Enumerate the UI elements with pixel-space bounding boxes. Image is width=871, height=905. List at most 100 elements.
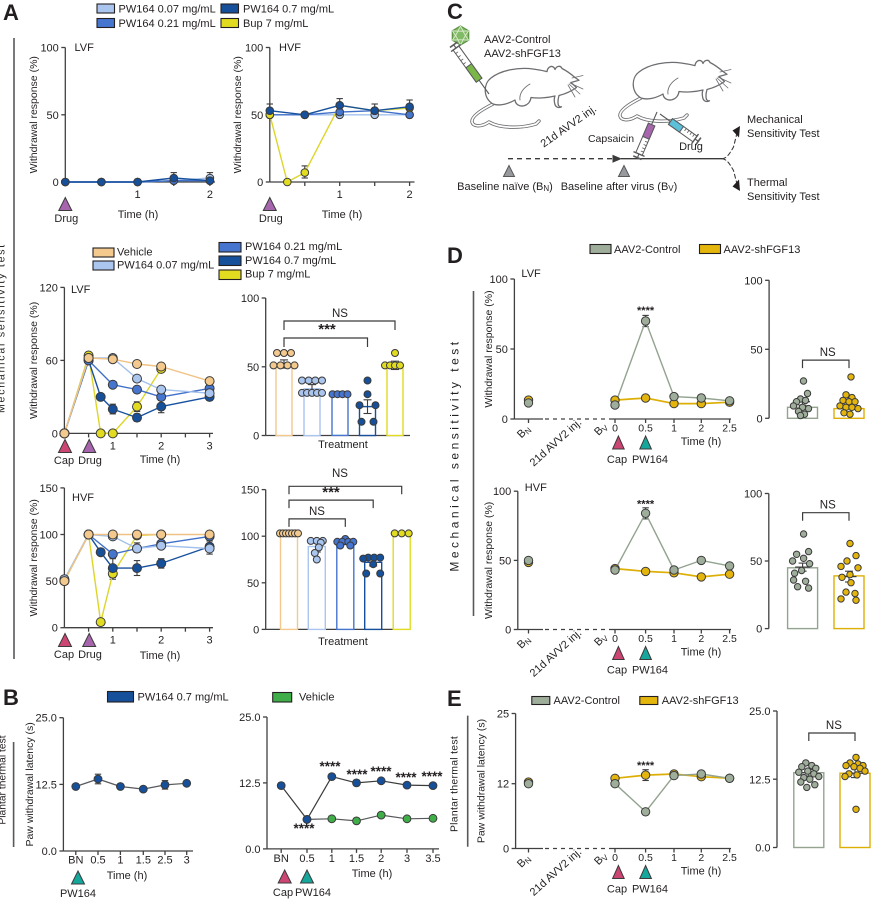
svg-text:100: 100 (744, 488, 762, 500)
svg-text:BN: BN (274, 853, 289, 865)
svg-text:2: 2 (698, 633, 704, 645)
svg-text:AAV2-Control: AAV2-Control (554, 695, 620, 707)
svg-text:2: 2 (158, 635, 164, 647)
svg-text:Drug: Drug (78, 649, 102, 661)
svg-text:2: 2 (698, 852, 704, 864)
svg-text:1: 1 (671, 423, 677, 435)
svg-text:Plantar thermal test: Plantar thermal test (450, 736, 461, 832)
svg-text:12.5: 12.5 (35, 779, 56, 791)
svg-text:Withdrawal response (%): Withdrawal response (%) (28, 499, 40, 616)
svg-text:1: 1 (110, 440, 116, 452)
svg-text:0: 0 (257, 177, 263, 189)
svg-text:Baseline after virus (BV): Baseline after virus (BV) (561, 181, 678, 193)
svg-text:Cap: Cap (54, 649, 74, 661)
svg-text:120: 120 (40, 282, 58, 294)
svg-text:Withdrawal response (%): Withdrawal response (%) (232, 56, 244, 173)
svg-text:Mechanical sensitivity test: Mechanical sensitivity test (448, 338, 462, 571)
svg-text:3: 3 (207, 440, 213, 452)
svg-text:****: **** (346, 767, 368, 782)
svg-text:PW164: PW164 (295, 887, 331, 899)
svg-text:2: 2 (207, 189, 213, 201)
svg-text:****: **** (293, 821, 315, 836)
svg-text:100: 100 (241, 531, 259, 543)
svg-text:0.5: 0.5 (90, 855, 105, 867)
svg-text:3: 3 (184, 855, 190, 867)
svg-text:AAV2-Control: AAV2-Control (614, 244, 680, 256)
svg-text:50: 50 (46, 576, 58, 588)
svg-text:***: *** (318, 321, 336, 338)
svg-text:PW164 0.07 mg/mL: PW164 0.07 mg/mL (117, 260, 214, 272)
svg-text:NS: NS (820, 500, 836, 512)
svg-text:D: D (447, 243, 463, 268)
svg-text:0: 0 (53, 177, 59, 189)
svg-text:Treatment: Treatment (318, 439, 368, 451)
svg-text:Time (h): Time (h) (681, 647, 722, 659)
svg-text:PW164: PW164 (60, 888, 96, 900)
svg-text:Treatment: Treatment (318, 636, 368, 648)
svg-text:1: 1 (337, 189, 343, 201)
svg-text:Drug: Drug (54, 213, 78, 225)
svg-text:50: 50 (251, 110, 263, 122)
svg-text:100: 100 (744, 275, 762, 287)
svg-text:0.5: 0.5 (638, 423, 653, 435)
svg-text:1.5: 1.5 (349, 853, 364, 865)
svg-text:Capsaicin: Capsaicin (588, 133, 634, 145)
svg-text:AAV2-shFGF13: AAV2-shFGF13 (662, 695, 739, 707)
svg-text:12.5: 12.5 (239, 778, 260, 790)
svg-text:Time (h): Time (h) (352, 868, 393, 880)
svg-text:Drug: Drug (259, 213, 283, 225)
svg-text:Plantar thermal test: Plantar thermal test (0, 735, 9, 824)
svg-text:1: 1 (110, 635, 116, 647)
svg-text:100: 100 (493, 486, 511, 498)
svg-text:Baseline naïve (BN): Baseline naïve (BN) (457, 181, 553, 193)
svg-text:Withdrawal response (%): Withdrawal response (%) (483, 290, 495, 407)
svg-text:0.0: 0.0 (245, 844, 260, 856)
svg-text:25.0: 25.0 (239, 712, 260, 724)
svg-text:Mechanical sensitivity test: Mechanical sensitivity test (0, 243, 8, 413)
svg-text:****: **** (319, 759, 341, 774)
svg-text:Drug: Drug (679, 141, 703, 153)
svg-text:12.5: 12.5 (749, 774, 770, 786)
svg-text:2: 2 (158, 440, 164, 452)
svg-text:0.5: 0.5 (638, 852, 653, 864)
svg-text:PW164 0.7 mg/mL: PW164 0.7 mg/mL (245, 255, 336, 267)
svg-text:0: 0 (612, 423, 618, 435)
svg-text:BN: BN (68, 855, 83, 867)
svg-text:NS: NS (332, 308, 348, 320)
svg-text:25.0: 25.0 (749, 706, 770, 718)
svg-text:Withdrawal response (%): Withdrawal response (%) (28, 302, 40, 419)
svg-text:3.5: 3.5 (425, 853, 440, 865)
svg-text:Withdrawal response (%): Withdrawal response (%) (28, 56, 40, 173)
svg-text:Sensitivity Test: Sensitivity Test (747, 191, 820, 203)
svg-text:****: **** (421, 769, 443, 784)
svg-text:LVF: LVF (71, 284, 91, 296)
svg-text:C: C (447, 0, 463, 24)
svg-text:100: 100 (241, 293, 259, 305)
svg-text:1.5: 1.5 (136, 855, 151, 867)
svg-text:Bup 7 mg/mL: Bup 7 mg/mL (243, 18, 308, 30)
svg-text:50: 50 (247, 578, 259, 590)
svg-text:Drug: Drug (78, 455, 102, 467)
svg-text:****: **** (637, 305, 655, 317)
svg-text:****: **** (370, 764, 392, 779)
svg-text:AAV2-shFGF13: AAV2-shFGF13 (484, 48, 561, 60)
svg-text:****: **** (637, 499, 655, 511)
svg-text:0: 0 (756, 624, 762, 636)
svg-text:100: 100 (40, 43, 58, 55)
svg-text:Time (h): Time (h) (322, 209, 363, 221)
svg-text:Vehicle: Vehicle (117, 247, 152, 259)
svg-text:Vehicle: Vehicle (299, 692, 334, 704)
svg-text:Sensitivity Test: Sensitivity Test (747, 128, 820, 140)
svg-text:NS: NS (826, 720, 842, 732)
svg-text:60: 60 (46, 355, 58, 367)
svg-text:PW164 0.7 mg/mL: PW164 0.7 mg/mL (243, 4, 334, 16)
svg-text:Cap: Cap (607, 665, 627, 677)
svg-text:50: 50 (750, 556, 762, 568)
svg-text:50: 50 (247, 362, 259, 374)
svg-text:1: 1 (117, 855, 123, 867)
svg-text:0: 0 (52, 623, 58, 635)
svg-text:Cap: Cap (607, 454, 627, 466)
svg-text:****: **** (395, 770, 417, 785)
svg-text:25: 25 (497, 709, 509, 721)
svg-text:0: 0 (52, 428, 58, 440)
